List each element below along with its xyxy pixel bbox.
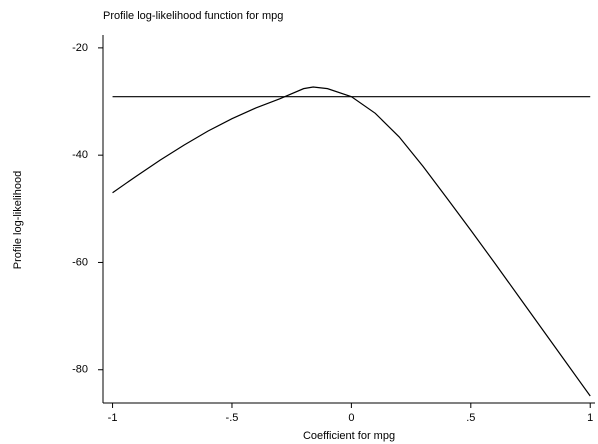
y-tick-label: -80 <box>72 364 88 376</box>
y-tick-label: -40 <box>72 149 88 161</box>
y-axis-title: Profile log-likelihood <box>12 171 24 269</box>
y-tick-label: -60 <box>72 256 88 268</box>
x-tick-label: .5 <box>466 412 475 424</box>
y-tick-label: -20 <box>72 42 88 54</box>
chart-title: Profile log-likelihood function for mpg <box>103 10 283 22</box>
x-tick-label: -1 <box>108 412 118 424</box>
x-tick-label: 1 <box>587 412 593 424</box>
x-tick-label: -.5 <box>226 412 239 424</box>
x-tick-label: 0 <box>348 412 354 424</box>
x-axis-title: Coefficient for mpg <box>303 430 395 442</box>
line-series <box>112 86 591 397</box>
